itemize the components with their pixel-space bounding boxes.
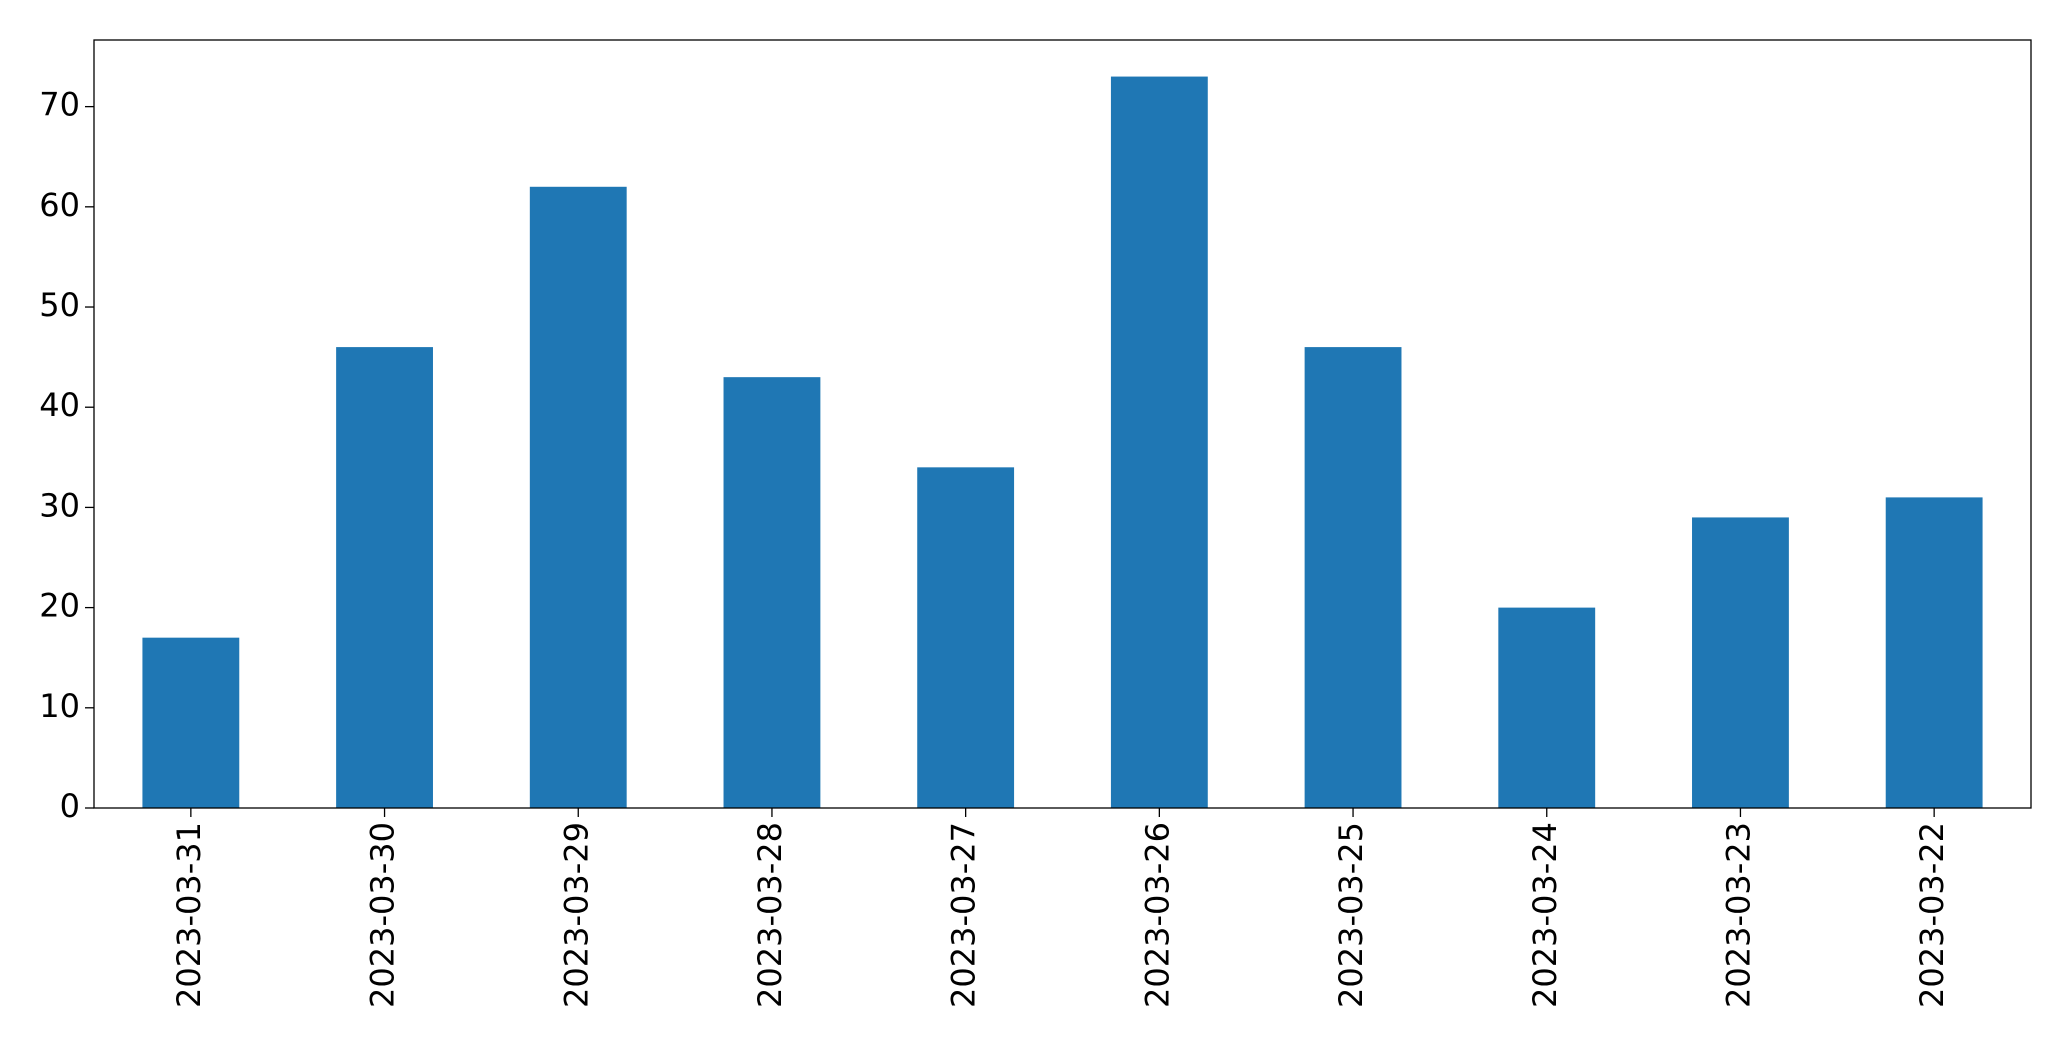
x-tick-label: 2023-03-26 [1138, 822, 1176, 1008]
x-tick-label: 2023-03-23 [1719, 822, 1757, 1008]
bar [1304, 347, 1402, 808]
x-tick-label: 2023-03-30 [364, 822, 402, 1008]
x-tick-label: 2023-03-28 [751, 822, 789, 1008]
x-tick-label: 2023-03-25 [1332, 822, 1370, 1008]
bar [917, 467, 1015, 808]
plot-frame [93, 39, 2032, 809]
bar [529, 186, 627, 809]
y-tick-label: 10 [39, 687, 80, 725]
x-tick-label: 2023-03-31 [170, 822, 208, 1008]
bar [723, 377, 821, 808]
y-tick-label: 60 [39, 186, 80, 224]
x-tick-label: 2023-03-22 [1913, 822, 1951, 1008]
x-tick-label: 2023-03-24 [1526, 822, 1564, 1008]
x-tick-label: 2023-03-27 [945, 822, 983, 1008]
bar [336, 347, 433, 808]
bar [1692, 517, 1789, 808]
bar [142, 637, 240, 808]
bar [1885, 497, 1983, 808]
y-tick-label: 70 [39, 86, 80, 124]
y-tick-label: 0 [60, 787, 80, 825]
bar [1110, 76, 1208, 809]
x-tick-label: 2023-03-29 [557, 822, 595, 1008]
bar [1498, 607, 1596, 808]
y-tick-label: 20 [39, 587, 80, 625]
y-tick-label: 40 [39, 386, 80, 424]
y-tick-label: 30 [39, 486, 80, 524]
y-tick-label: 50 [39, 286, 80, 324]
